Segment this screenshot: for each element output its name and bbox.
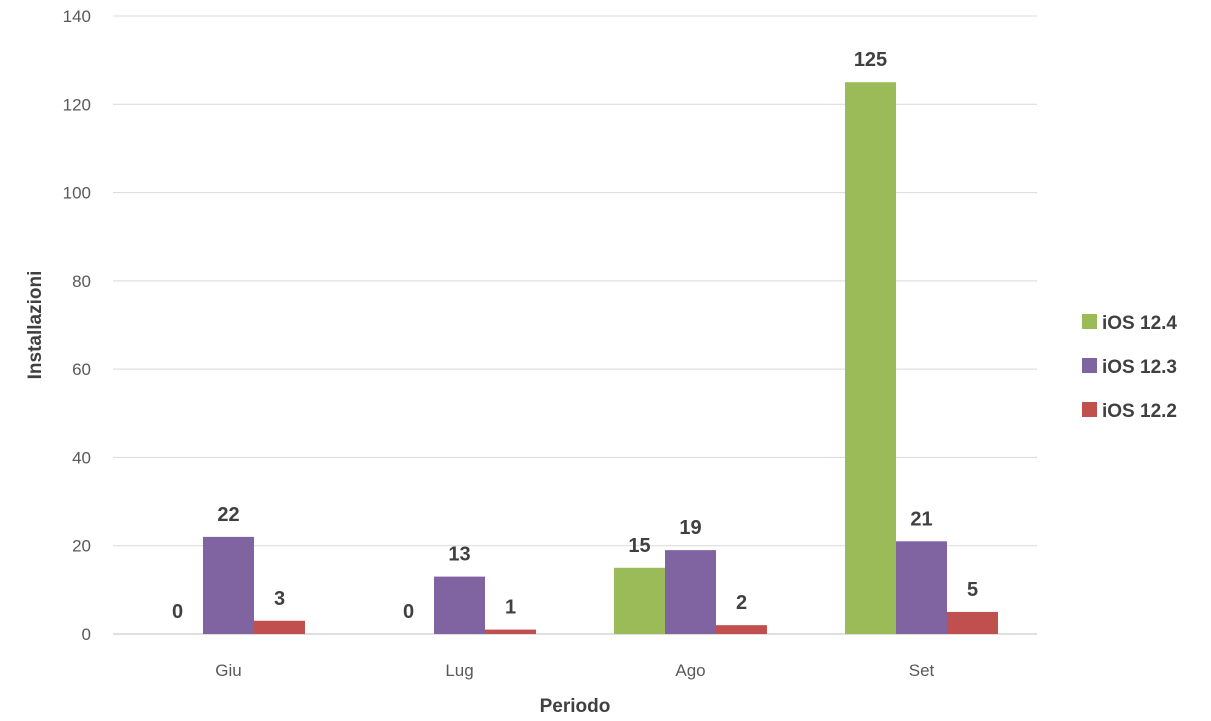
bar [434,576,485,634]
data-label: 3 [274,588,285,610]
gridlines [113,15,1037,635]
y-axis-ticks: 0 20 40 60 80 100 120 140 [63,7,91,644]
y-tick-label: 140 [63,7,91,26]
bar [845,82,896,634]
data-label: 19 [679,517,701,539]
y-tick-label: 40 [72,448,91,467]
data-label: 125 [854,49,887,71]
legend-swatch [1082,358,1097,373]
y-tick-label: 20 [72,537,91,556]
data-label: 2 [736,592,747,614]
data-label: 1 [505,597,516,619]
legend-label: iOS 12.3 [1102,357,1177,378]
data-label: 22 [217,504,239,526]
data-label: 15 [628,535,650,557]
bar [614,567,665,634]
legend-label: iOS 12.2 [1102,401,1177,422]
x-tick-label: Giu [215,661,241,680]
y-tick-label: 120 [63,95,91,114]
data-label: 0 [172,601,183,623]
y-tick-label: 80 [72,272,91,291]
y-tick-label: 100 [63,184,91,203]
legend-swatch [1082,314,1097,329]
data-label: 0 [403,601,414,623]
data-label: 5 [967,579,978,601]
data-label: 21 [910,508,932,530]
bar [485,629,536,634]
data-labels: 0 22 3 0 13 1 15 19 2 125 21 5 [172,49,978,623]
y-axis-title: Installazioni [25,271,46,380]
data-label: 13 [448,544,470,566]
x-axis-title: Periodo [540,696,611,717]
bar [203,536,254,634]
bars [203,82,998,634]
y-tick-label: 60 [72,360,91,379]
legend: iOS 12.4 iOS 12.3 iOS 12.2 [1082,313,1177,422]
x-tick-label: Lug [445,661,473,680]
x-tick-label: Set [909,661,935,680]
legend-swatch [1082,402,1097,417]
x-tick-label: Ago [675,661,705,680]
bar [665,550,716,634]
bar [896,541,947,634]
bar [254,620,305,634]
bar [947,611,998,634]
y-tick-label: 0 [82,625,91,644]
bar [716,625,767,634]
x-axis-ticks: Giu Lug Ago Set [215,661,934,680]
legend-label: iOS 12.4 [1102,313,1177,334]
